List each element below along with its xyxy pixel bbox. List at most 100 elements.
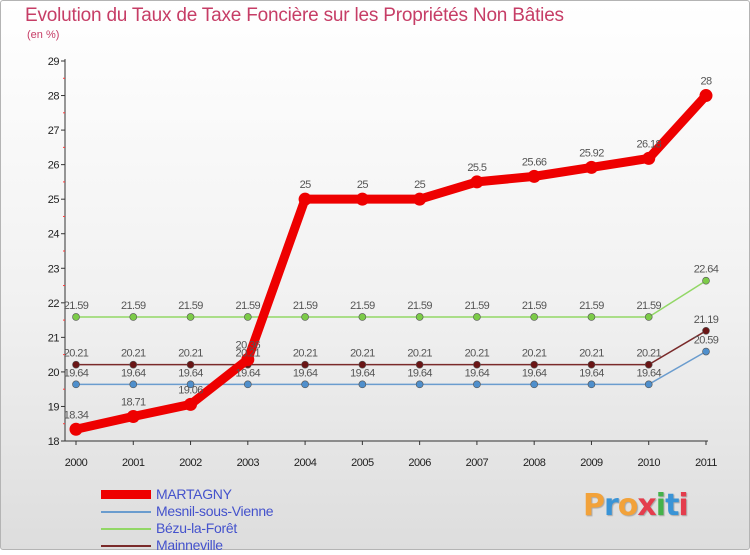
- data-label: 25: [414, 179, 426, 191]
- x-tick-label: 2011: [695, 457, 717, 469]
- data-label: 20.36: [236, 339, 261, 351]
- series-point-1: [186, 380, 195, 389]
- data-label: 20.21: [121, 348, 146, 360]
- x-tick-label: 2004: [294, 457, 317, 469]
- data-label: 20.21: [636, 348, 661, 360]
- data-label: 20.21: [236, 348, 261, 360]
- data-label: 21.59: [522, 300, 547, 312]
- series-point-0: [355, 192, 369, 206]
- series-point-0: [584, 160, 598, 174]
- data-label: 19.06: [178, 384, 203, 396]
- data-label: 19.64: [293, 367, 318, 379]
- series-point-2: [244, 313, 252, 321]
- data-label: 19.64: [522, 367, 547, 379]
- y-tick-label: 19: [48, 401, 60, 413]
- data-label: 20.21: [64, 348, 89, 360]
- series-point-0: [470, 175, 484, 189]
- legend-label-martagny: MARTAGNY: [156, 486, 232, 502]
- series-point-3: [702, 326, 710, 335]
- data-label: 20.21: [407, 348, 432, 360]
- series-point-1: [129, 380, 138, 389]
- axes: 18 19 20 21 22 23 24 25 26 27 28 29 2000 2001 2002 2003…: [48, 56, 718, 469]
- data-label: 21.59: [407, 300, 432, 312]
- y-tick-label: 28: [48, 91, 60, 103]
- x-tick-label: 2003: [237, 457, 260, 469]
- series-point-3: [415, 360, 424, 369]
- series-point-2: [358, 313, 367, 321]
- legend-swatch-martagny: [101, 490, 151, 499]
- legend-swatch-mesnil-sous-vienne: [101, 511, 151, 513]
- x-tick-label: 2001: [122, 457, 145, 469]
- series-point-2: [702, 276, 710, 285]
- series-point-2: [129, 313, 138, 321]
- data-label: 19.64: [178, 367, 203, 379]
- series-point-1: [587, 380, 596, 389]
- x-tick-label: 2002: [179, 457, 202, 469]
- series-point-2: [301, 313, 309, 321]
- series-point-1: [644, 380, 653, 389]
- series-line-0: [71, 91, 711, 434]
- series-point-3: [186, 360, 195, 369]
- y-tick-label: 22: [48, 298, 60, 310]
- y-tick-label: 24: [48, 229, 60, 241]
- logo-letter: i: [655, 488, 666, 523]
- series-point-2: [530, 313, 538, 321]
- data-label: 19.64: [407, 367, 432, 379]
- data-label: 21.59: [465, 300, 490, 312]
- data-label: 20.21: [522, 348, 547, 360]
- logo-letter: x: [637, 488, 656, 523]
- data-label: 19.64: [350, 367, 375, 379]
- series-line-2: [75, 279, 707, 318]
- x-tick-label: 2005: [351, 457, 374, 469]
- logo-letter: t: [665, 488, 679, 523]
- y-tick-label: 23: [48, 263, 60, 275]
- data-label: 18.34: [64, 409, 89, 421]
- series-point-1: [358, 380, 367, 389]
- y-unit-label: (en %): [27, 29, 60, 41]
- logo-letter: o: [617, 488, 639, 523]
- y-tick-label: 27: [48, 125, 60, 137]
- y-tick-label: 29: [48, 56, 60, 68]
- series-point-1: [415, 380, 424, 389]
- series-point-1: [72, 380, 80, 389]
- data-label: 19.64: [64, 367, 89, 379]
- series-point-2: [415, 313, 424, 321]
- logo-letter: r: [604, 488, 619, 523]
- series-point-3: [129, 360, 138, 369]
- series-line-3: [75, 330, 707, 366]
- series-point-0: [241, 352, 255, 366]
- series-point-0: [642, 151, 656, 165]
- chart-title: Evolution du Taux de Taxe Foncière sur l…: [25, 5, 564, 26]
- series-point-2: [473, 313, 481, 321]
- legend-label-mesnil-sous-vienne: Mesnil-sous-Vienne: [156, 503, 274, 519]
- x-tick-label: 2009: [580, 457, 603, 469]
- series-point-2: [587, 313, 596, 321]
- data-label: 25.5: [467, 162, 486, 174]
- series-point-3: [301, 360, 309, 369]
- series-point-0: [527, 169, 541, 183]
- series-point-0: [69, 422, 83, 436]
- data-label: 25: [300, 179, 312, 191]
- data-label: 19.64: [465, 367, 490, 379]
- x-tick-label: 2010: [637, 457, 660, 469]
- data-label: 21.59: [121, 300, 146, 312]
- series-point-1: [301, 380, 309, 389]
- data-label: 26.18: [636, 138, 661, 150]
- data-label: 21.59: [579, 300, 604, 312]
- series-line-1: [75, 350, 707, 386]
- series-point-2: [644, 313, 653, 321]
- data-label: 20.21: [178, 348, 203, 360]
- series-point-0: [184, 397, 198, 411]
- series-point-2: [186, 313, 195, 321]
- series-point-1: [473, 380, 481, 389]
- data-label: 19.64: [121, 367, 146, 379]
- series-point-0: [413, 192, 427, 206]
- y-tick-label: 26: [48, 160, 60, 172]
- y-tick-label: 20: [48, 367, 60, 379]
- y-tick-label: 21: [48, 332, 60, 344]
- series-point-0: [699, 89, 713, 103]
- x-tick-label: 2000: [65, 457, 88, 469]
- x-tick-label: 2008: [523, 457, 546, 469]
